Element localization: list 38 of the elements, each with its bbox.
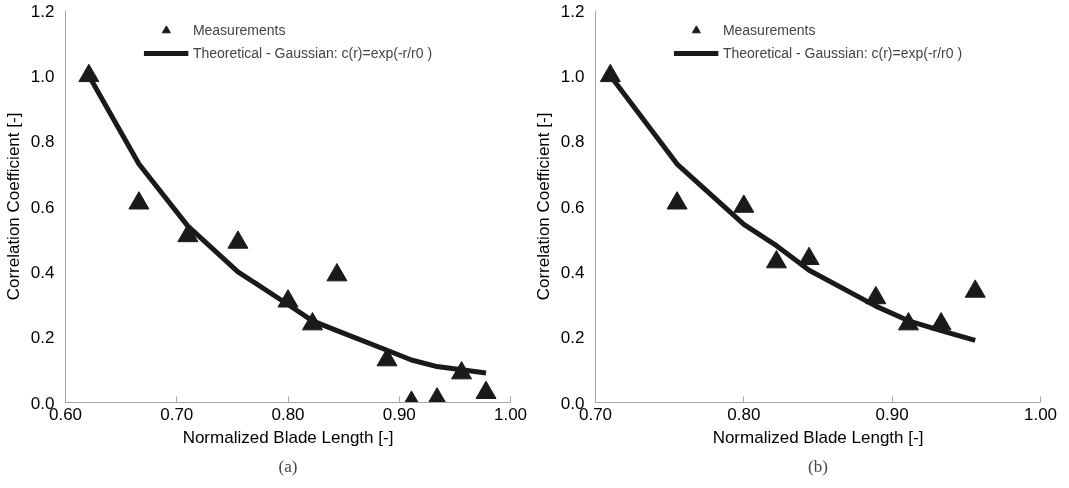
point	[666, 191, 688, 210]
point	[765, 249, 787, 269]
x-tick-label: 0.90	[382, 404, 416, 424]
x-tick-label: 0.90	[875, 404, 909, 424]
y-tick-label: 1.2	[560, 1, 585, 21]
point	[798, 246, 820, 266]
x-tick-label: 0.80	[271, 404, 305, 424]
x-tick-label: 0.80	[727, 404, 761, 424]
point	[326, 263, 348, 282]
y-tick-label: 1.2	[30, 1, 55, 21]
y-tick-label: 0.8	[30, 132, 55, 152]
y-tick-label: 0.4	[560, 262, 585, 282]
y-tick-label: 0.6	[560, 197, 585, 217]
point	[227, 230, 249, 249]
legend-label: Measurements	[192, 22, 286, 38]
x-tick-label: 0.70	[160, 404, 194, 424]
text: (b)	[808, 456, 828, 476]
y-tick-label: 0.6	[30, 197, 55, 217]
y-tick-label: 0.2	[560, 328, 585, 348]
y-tick-label: 1.0	[30, 66, 55, 86]
point	[475, 380, 497, 399]
point	[128, 191, 150, 210]
x-tick-label: 1.00	[493, 404, 528, 424]
x-axis-title: Normalized Blade Length [-]	[712, 427, 924, 447]
legend-label: Theoretical - Gaussian: c(r)=exp(-r/r0 )	[722, 45, 963, 61]
y-axis-title: Correlation Coefficient [-]	[3, 112, 23, 301]
text: (a)	[278, 456, 298, 476]
y-axis-title: Correlation Coefficient [-]	[533, 112, 553, 301]
y-tick-label: 0.2	[30, 328, 55, 348]
point	[964, 279, 986, 298]
x-tick-label: 1.00	[1023, 404, 1058, 424]
legend-label: Theoretical - Gaussian: c(r)=exp(-r/r0 )	[192, 45, 433, 61]
y-tick-label: 0.4	[30, 262, 55, 282]
y-tick-label: 1.0	[560, 66, 585, 86]
y-tick-label: 0.8	[560, 132, 585, 152]
point	[733, 194, 755, 213]
legend-label: Measurements	[722, 22, 816, 38]
x-axis-title: Normalized Blade Length [-]	[182, 427, 394, 447]
